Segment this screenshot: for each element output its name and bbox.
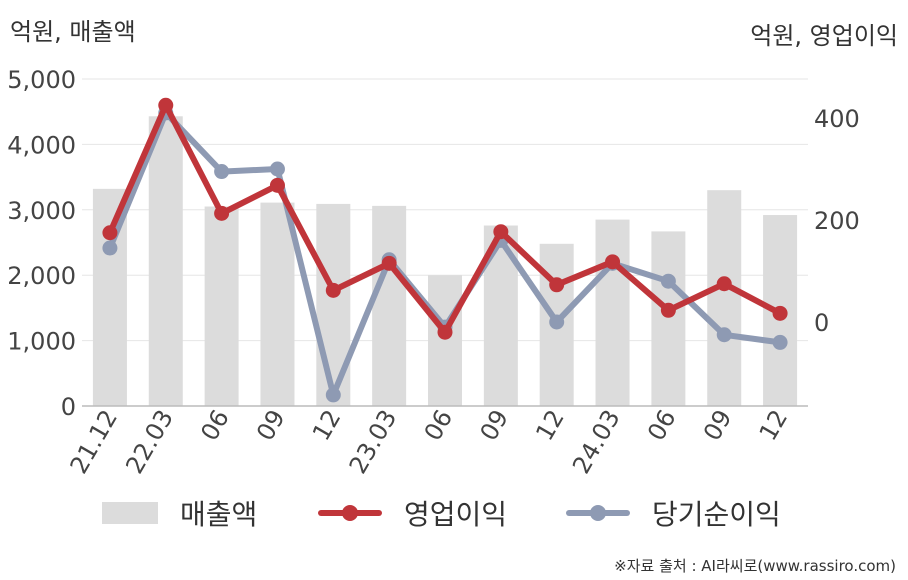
left-tick-label: 3,000 <box>7 197 76 225</box>
x-tick-label: 09 <box>698 405 738 445</box>
x-tick-label: 06 <box>419 405 459 445</box>
revenue-bar <box>148 116 183 406</box>
operating-profit-point <box>269 177 285 193</box>
left-tick-label: 5,000 <box>7 66 76 94</box>
operating-profit-point <box>437 324 453 340</box>
revenue-bar <box>428 275 462 406</box>
x-tick-label: 09 <box>475 405 515 445</box>
revenue-bar <box>707 190 742 406</box>
right-tick-label: 400 <box>814 105 860 133</box>
legend-label-revenue: 매출액 <box>180 498 258 531</box>
x-tick-label: 06 <box>195 405 235 445</box>
revenue-bar <box>260 202 295 406</box>
x-tick-label: 24.03 <box>567 405 626 479</box>
revenue-bar <box>651 231 686 406</box>
net-income-point <box>102 240 118 256</box>
right-axis-unit-label: 억원, 영업이익 <box>750 22 898 50</box>
left-tick-label: 0 <box>61 393 76 421</box>
operating-profit-point <box>381 255 397 271</box>
right-tick-label: 200 <box>814 207 860 235</box>
operating-profit-point <box>716 276 732 292</box>
operating-profit-point <box>660 302 676 318</box>
x-tick-label: 23.03 <box>344 405 403 479</box>
net-income-point <box>772 334 788 350</box>
operating-profit-swatch <box>318 502 382 524</box>
x-tick-label: 12 <box>307 405 347 445</box>
x-tick-label: 12 <box>530 405 570 445</box>
operating-profit-point <box>158 97 174 113</box>
left-axis-unit-label: 억원, 매출액 <box>10 18 136 46</box>
legend-item-revenue: 매출액 <box>102 490 257 536</box>
x-tick-label: 22.03 <box>120 405 179 479</box>
net-income-point <box>325 387 341 403</box>
revenue-swatch <box>102 502 158 524</box>
legend-label-operating-profit: 영업이익 <box>404 498 508 531</box>
net-income-point <box>549 314 565 330</box>
legend: 매출액 영업이익 당기순이익 <box>0 490 908 540</box>
operating-profit-point <box>102 225 118 241</box>
net-income-point <box>716 327 732 343</box>
x-tick-label: 12 <box>754 405 794 445</box>
left-tick-label: 2,000 <box>7 262 76 290</box>
revenue-bar <box>204 206 239 406</box>
revenue-bar <box>595 219 630 406</box>
operating-profit-point <box>214 205 230 221</box>
operating-profit-point <box>493 224 509 240</box>
operating-profit-point <box>325 282 341 298</box>
legend-item-net-income: 당기순이익 <box>566 490 781 536</box>
combo-chart: 01,0002,0003,0004,0005,000020040021.1222… <box>7 66 860 479</box>
net-income-point <box>660 273 676 289</box>
source-credit: ※자료 출처 : AI라씨로(www.rassiro.com) <box>614 557 896 575</box>
operating-profit-point <box>772 305 788 321</box>
right-tick-label: 0 <box>814 309 829 337</box>
legend-label-net-income: 당기순이익 <box>652 498 781 531</box>
net-income-swatch <box>566 502 630 524</box>
operating-profit-point <box>549 277 565 293</box>
x-tick-label: 06 <box>642 405 682 445</box>
operating-profit-point <box>605 254 621 270</box>
net-income-point <box>269 161 285 177</box>
revenue-bar <box>372 205 407 406</box>
net-income-point <box>214 164 230 180</box>
legend-item-operating-profit: 영업이익 <box>318 490 507 536</box>
revenue-bar <box>316 203 351 406</box>
left-tick-label: 4,000 <box>7 131 76 159</box>
x-tick-label: 09 <box>251 405 291 445</box>
left-tick-label: 1,000 <box>7 328 76 356</box>
